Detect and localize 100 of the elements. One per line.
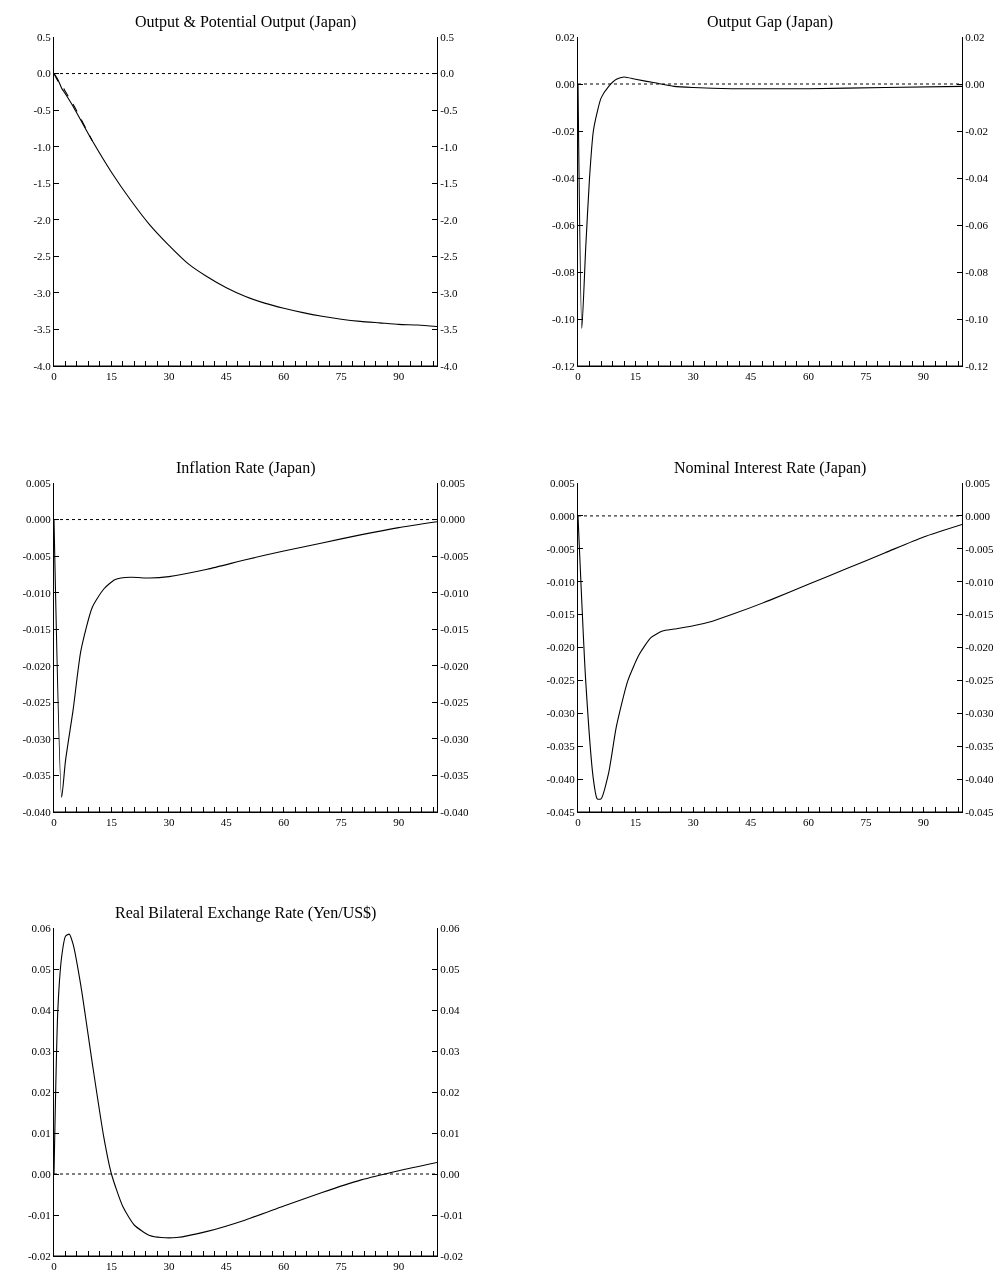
y2-tick-label: -4.0	[440, 359, 459, 372]
x-tick-label: 60	[802, 370, 815, 383]
y-tick-label: 0.02	[31, 1085, 51, 1098]
y-tick-label: 0.00	[555, 77, 576, 90]
y-tick-label: -3.0	[33, 286, 52, 299]
y2-tick-label: -0.025	[965, 674, 995, 687]
x-tick-label: 0	[575, 816, 582, 829]
y-tick-label: 0.000	[26, 513, 52, 526]
y2-tick-label: 0.02	[965, 30, 985, 43]
y2-tick-label: 0.03	[440, 1044, 460, 1057]
y-tick-label: -0.12	[551, 359, 575, 372]
y-tick-label: -0.025	[546, 674, 576, 687]
y-tick-label: -0.10	[551, 312, 576, 325]
y2-tick-label: -0.045	[965, 805, 995, 818]
y-tick-label: -0.025	[22, 696, 52, 709]
y-tick-label: 0.03	[31, 1044, 52, 1057]
y-tick-label: -0.08	[551, 265, 576, 278]
x-tick-label: 60	[278, 1260, 290, 1273]
x-tick-label: 30	[163, 370, 175, 383]
y-tick-label: -3.5	[33, 323, 52, 336]
x-tick-label: 60	[278, 370, 290, 383]
y2-tick-label: -0.040	[440, 805, 470, 818]
x-tick-label: 75	[860, 370, 872, 383]
y-tick-label: -0.015	[22, 623, 52, 636]
y-tick-label: -0.005	[546, 542, 576, 555]
y-tick-label: -0.045	[546, 805, 576, 818]
x-tick-label: 45	[220, 370, 233, 383]
x-tick-label: 0	[51, 1260, 58, 1273]
y2-tick-label: -0.10	[965, 312, 989, 325]
x-tick-label: 15	[630, 816, 642, 829]
chart-title: Output Gap (Japan)	[707, 13, 834, 31]
x-tick-label: 45	[745, 816, 757, 829]
y2-tick-label: 0.000	[965, 509, 991, 522]
y2-tick-label: 0.0	[440, 67, 455, 80]
x-tick-label: 45	[220, 816, 233, 829]
y-tick-label: -1.0	[33, 140, 52, 153]
y-tick-label: -0.020	[546, 641, 576, 654]
y-tick-label: -2.5	[33, 250, 52, 263]
y2-tick-label: 0.5	[440, 30, 455, 43]
y-tick-label: 0.06	[31, 921, 52, 934]
y2-tick-label: -0.015	[965, 608, 995, 621]
x-tick-label: 75	[335, 816, 348, 829]
x-tick-label: 45	[745, 370, 757, 383]
y2-tick-label: -0.5	[440, 103, 459, 116]
x-tick-label: 15	[105, 816, 118, 829]
y-tick-label: 0.005	[550, 476, 576, 489]
y-tick-label: -1.5	[33, 177, 52, 190]
x-tick-label: 60	[278, 816, 290, 829]
x-tick-label: 90	[918, 370, 930, 383]
y2-tick-label: 0.06	[440, 921, 460, 934]
y2-tick-label: -0.04	[965, 171, 989, 184]
y2-tick-label: -0.035	[965, 740, 995, 753]
y-tick-label: 0.04	[31, 1003, 52, 1016]
y2-tick-label: -0.015	[440, 623, 470, 636]
y-tick-label: -0.5	[33, 103, 52, 116]
y2-tick-label: -0.040	[965, 772, 995, 785]
x-tick-label: 0	[575, 370, 582, 383]
y2-tick-label: -0.12	[965, 359, 989, 372]
y2-tick-label: -0.08	[965, 265, 989, 278]
y2-tick-label: -3.0	[440, 286, 459, 299]
y2-tick-label: -0.030	[440, 732, 470, 745]
y-tick-label: -2.0	[33, 213, 52, 226]
x-tick-label: 45	[220, 1260, 233, 1273]
y2-tick-label: -0.010	[965, 575, 995, 588]
y-tick-label: -0.01	[27, 1208, 51, 1221]
x-tick-label: 75	[335, 370, 348, 383]
x-tick-label: 0	[51, 816, 58, 829]
y-tick-label: -0.015	[546, 608, 576, 621]
y2-tick-label: -0.020	[440, 659, 470, 672]
y2-tick-label: -1.0	[440, 140, 459, 153]
y2-tick-label: 0.00	[965, 77, 985, 90]
y-tick-label: -0.030	[546, 707, 576, 720]
x-tick-label: 15	[630, 370, 642, 383]
y2-tick-label: -2.5	[440, 250, 459, 263]
x-tick-label: 30	[687, 816, 700, 829]
x-tick-label: 30	[163, 1260, 175, 1273]
y-tick-label: -0.035	[22, 769, 52, 782]
x-tick-label: 90	[393, 370, 405, 383]
y-tick-label: -0.04	[551, 171, 576, 184]
y-tick-label: -0.010	[22, 586, 52, 599]
y-tick-label: 0.5	[37, 30, 52, 43]
y-tick-label: 0.05	[31, 962, 52, 975]
y2-tick-label: -0.005	[965, 542, 995, 555]
chart-title: Real Bilateral Exchange Rate (Yen/US$)	[115, 904, 377, 922]
y-tick-label: -0.040	[22, 805, 52, 818]
y2-tick-label: 0.02	[440, 1085, 460, 1098]
y-tick-label: 0.00	[31, 1167, 52, 1180]
chart-title: Inflation Rate (Japan)	[176, 459, 316, 477]
y2-tick-label: 0.000	[440, 513, 466, 526]
y2-tick-label: -2.0	[440, 213, 459, 226]
x-tick-label: 90	[393, 1260, 405, 1273]
y2-tick-label: 0.005	[440, 476, 466, 489]
y2-tick-label: 0.04	[440, 1003, 460, 1016]
x-tick-label: 30	[687, 370, 700, 383]
y2-tick-label: -0.06	[965, 218, 989, 231]
x-tick-label: 15	[105, 370, 118, 383]
y2-tick-label: -1.5	[440, 177, 459, 190]
y2-tick-label: -0.030	[965, 707, 995, 720]
y2-tick-label: -0.010	[440, 586, 470, 599]
y-tick-label: -0.06	[551, 218, 576, 231]
